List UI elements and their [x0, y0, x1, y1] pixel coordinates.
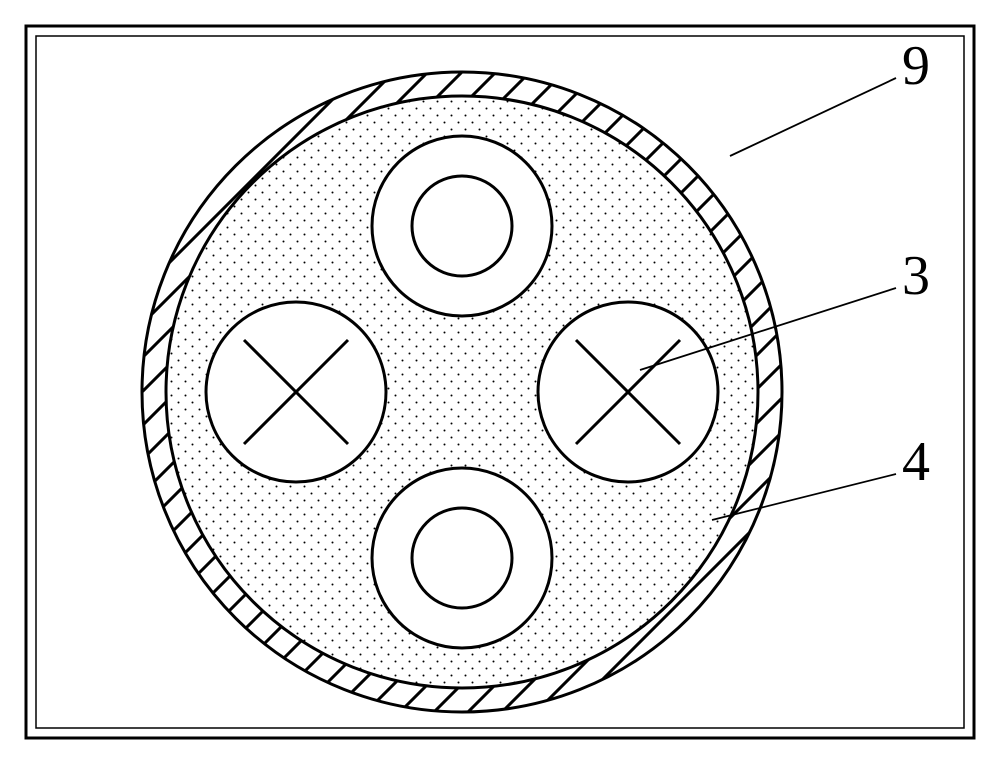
leader-label-9 — [730, 78, 896, 156]
diagram-container: 9 3 4 — [0, 0, 1000, 764]
diagram-svg — [0, 0, 1000, 764]
conductor-ring-1-inner — [412, 508, 512, 608]
conductor-ring-0-inner — [412, 176, 512, 276]
callout-label-4: 4 — [902, 430, 930, 494]
callout-label-9: 9 — [902, 34, 930, 98]
callout-label-3: 3 — [902, 244, 930, 308]
